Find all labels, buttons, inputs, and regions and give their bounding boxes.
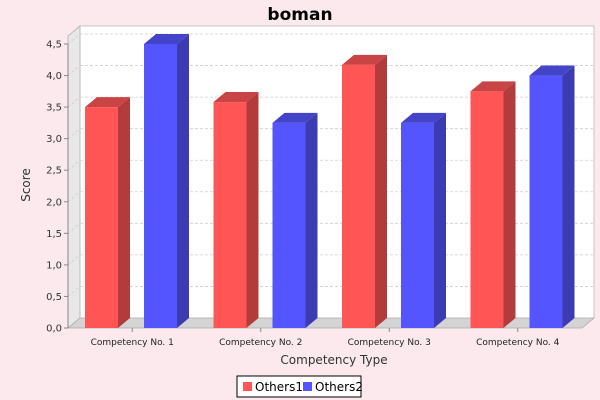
bar-top [272, 112, 318, 123]
y-tick-label: 3,5 [46, 103, 62, 114]
y-tick-label: 3,0 [46, 134, 62, 145]
y-axis: 0,0 0,5 1,0 1,5 2,0 2,5 3,0 3,5 4,0 4,5 [46, 40, 69, 335]
bar-others2-4 [529, 65, 575, 329]
legend-swatch-others1 [243, 382, 252, 391]
grid-line-side [67, 33, 81, 45]
grid-line-side [67, 128, 81, 139]
grid-line-side [67, 96, 81, 108]
y-tick-label: 2,0 [46, 197, 62, 208]
grid-line-side [67, 191, 81, 203]
bar-top [213, 92, 259, 103]
bar-side [305, 112, 318, 328]
y-tick-label: 0,5 [46, 292, 62, 303]
x-tick-label: Competency No. 3 [348, 338, 431, 348]
y-tick-label: 2,5 [46, 166, 62, 177]
y-tick-label: 1,0 [46, 260, 62, 271]
x-axis-title: Competency Type [280, 353, 387, 367]
y-tick-label: 1,5 [46, 229, 62, 240]
y-tick-label: 4,5 [46, 40, 62, 51]
bar-others1-2 [213, 92, 259, 328]
bar-front [85, 107, 118, 328]
plot-background [68, 26, 594, 328]
bars [85, 34, 575, 329]
bar-front [342, 64, 375, 329]
bar-front [470, 91, 504, 328]
bar-front [144, 44, 177, 328]
grid-line-side [67, 159, 81, 171]
legend-label-others1: Others1 [255, 380, 303, 394]
bar-top [401, 112, 446, 123]
legend-swatch-others2 [303, 382, 312, 391]
plot-left-wall [67, 25, 81, 329]
bar-side [375, 54, 387, 329]
x-tick-label: Competency No. 2 [219, 338, 302, 348]
bar-top [342, 54, 387, 65]
bar-others2-2 [272, 112, 318, 328]
legend-label-others2: Others2 [315, 380, 363, 394]
x-axis: Competency No. 1 Competency No. 2 Competen… [91, 328, 560, 348]
bar-top [85, 97, 130, 108]
y-tick-label: 4,0 [46, 71, 62, 82]
x-tick-label: Competency No. 1 [91, 338, 174, 348]
bar-front [529, 75, 563, 328]
grid-line-side [67, 286, 81, 297]
y-tick-label: 0,0 [46, 324, 62, 335]
plot-back-wall [79, 25, 595, 319]
bar-others1-4 [470, 81, 516, 328]
x-tick-label: Competency No. 4 [476, 338, 560, 348]
grid-line-side [67, 254, 81, 266]
grid-line-side [67, 223, 81, 234]
legend: Others1 Others2 [236, 375, 363, 398]
grid-line-side [67, 65, 81, 76]
bar-side [434, 112, 446, 328]
bar-side [246, 92, 259, 328]
bar-side [562, 65, 575, 329]
plot-area [66, 25, 596, 329]
bar-top [529, 65, 575, 76]
bar-others1-3 [342, 54, 387, 329]
bar-front [213, 102, 247, 328]
bar-front [401, 122, 434, 328]
bar-front [272, 122, 306, 328]
legend-box [236, 375, 362, 398]
y-axis-title: Score [19, 168, 33, 202]
chart-title: boman [267, 5, 332, 25]
bar-side [118, 97, 130, 328]
bar-others2-1 [144, 34, 189, 328]
bar-others1-1 [85, 97, 130, 328]
bar-side [503, 81, 516, 328]
bar-others2-3 [401, 112, 446, 328]
bar-side [177, 34, 189, 328]
bar-top [144, 34, 189, 44]
bar-top [470, 81, 516, 92]
